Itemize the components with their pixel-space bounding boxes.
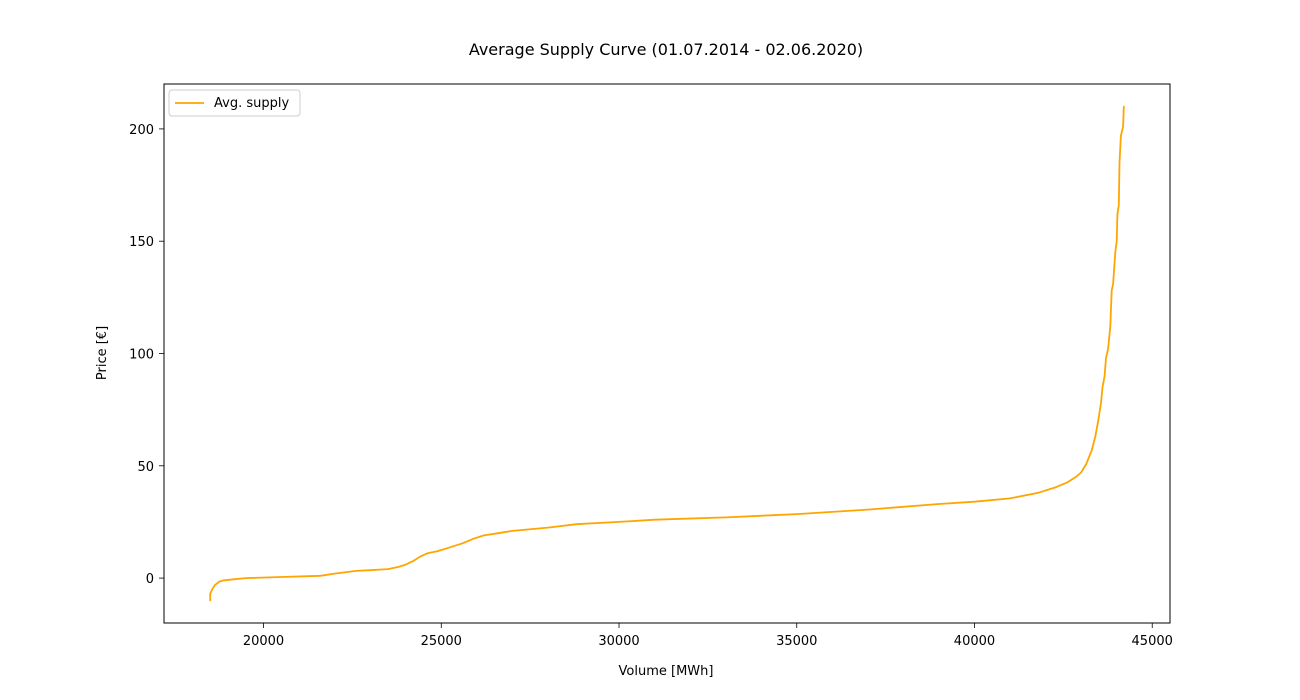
x-tick-label: 40000 [954,634,995,649]
x-axis-title: Volume [MWh] [619,664,714,679]
y-axis-title: Price [€] [95,326,110,380]
x-tick-label: 45000 [1132,634,1173,649]
series-line-avg-supply [209,105,1125,602]
plot-area: 20000 25000 30000 35000 40000 45000 0 50 100 150 2… [129,83,1173,649]
x-tick-label: 30000 [598,634,639,649]
x-tick-label: 35000 [776,634,817,649]
chart-title: Average Supply Curve (01.07.2014 - 02.06… [469,40,863,59]
legend-label: Avg. supply [214,96,289,111]
y-tick-label: 50 [137,460,154,475]
legend: Avg. supply [168,89,301,117]
y-tick-label: 0 [146,572,154,587]
legend-box [168,89,301,117]
x-tick-label: 25000 [421,634,462,649]
y-tick-label: 100 [129,348,154,363]
y-tick-label: 200 [129,123,154,138]
y-tick-label: 150 [129,235,154,250]
axes-frame [163,83,1171,624]
x-tick-label: 20000 [243,634,284,649]
